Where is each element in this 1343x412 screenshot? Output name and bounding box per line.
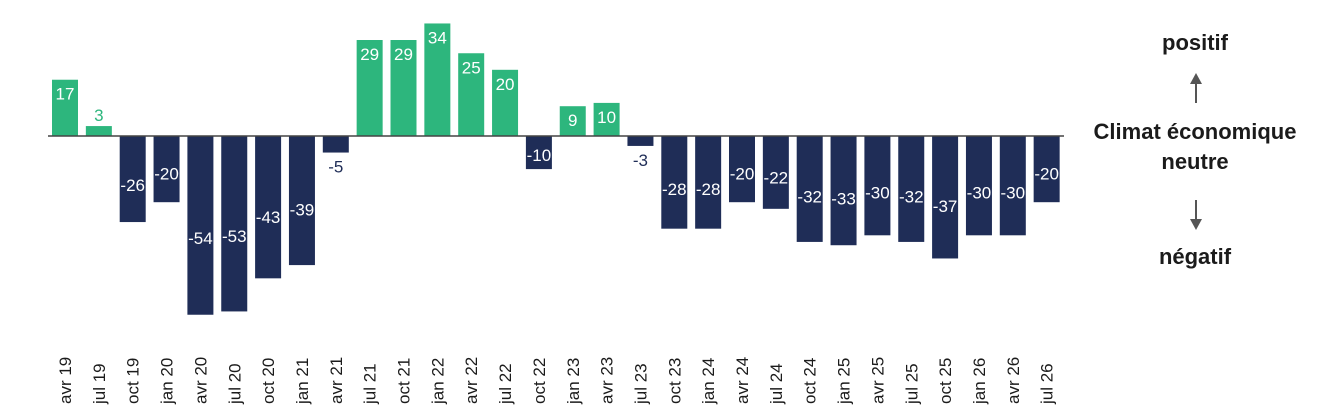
tick-label-oct-19: oct 19 bbox=[124, 358, 143, 404]
bar-jul-25 bbox=[898, 136, 925, 242]
data-label-avr-24: -20 bbox=[730, 165, 755, 184]
bar-oct-23 bbox=[661, 136, 688, 229]
tick-label-avr-22: avr 22 bbox=[462, 357, 481, 404]
tick-label-jan-25: jan 25 bbox=[835, 358, 854, 405]
bar-jan-26 bbox=[965, 136, 992, 236]
legend-neutral-line1: Climat économique bbox=[1093, 119, 1297, 144]
bar-jan-24 bbox=[695, 136, 722, 229]
bar-avr-20 bbox=[187, 136, 214, 315]
data-label-avr-19: 17 bbox=[56, 85, 75, 104]
tick-label-avr-21: avr 21 bbox=[327, 357, 346, 404]
data-label-jul-19: 3 bbox=[94, 106, 103, 125]
data-label-jan-25: -33 bbox=[831, 189, 856, 208]
data-label-jan-23: 9 bbox=[568, 111, 577, 130]
bar-avr-23 bbox=[593, 102, 620, 136]
tick-label-jul-19: jul 19 bbox=[90, 363, 109, 405]
bar-jul-21 bbox=[356, 40, 383, 137]
data-label-oct-23: -28 bbox=[662, 180, 687, 199]
bar-avr-19 bbox=[52, 79, 78, 136]
tick-label-avr-24: avr 24 bbox=[733, 357, 752, 404]
tick-label-avr-20: avr 20 bbox=[191, 357, 210, 404]
data-label-oct-22: -10 bbox=[527, 146, 552, 165]
tick-label-oct-24: oct 24 bbox=[801, 358, 820, 404]
tick-label-avr-26: avr 26 bbox=[1004, 357, 1023, 404]
bar-jan-20 bbox=[153, 136, 180, 203]
arrow-up-icon bbox=[1190, 73, 1202, 103]
bar-oct-20 bbox=[255, 136, 282, 279]
data-label-avr-25: -30 bbox=[865, 184, 890, 203]
tick-label-oct-20: oct 20 bbox=[259, 358, 278, 404]
legend-positive-label: positif bbox=[1162, 30, 1228, 55]
bar-jan-21 bbox=[288, 136, 315, 266]
tick-label-jul-24: jul 24 bbox=[767, 363, 786, 405]
tick-label-avr-25: avr 25 bbox=[868, 357, 887, 404]
legend-neutral-line2: neutre bbox=[1161, 149, 1229, 174]
data-label-oct-21: 29 bbox=[394, 45, 413, 64]
data-label-oct-20: -43 bbox=[256, 208, 281, 227]
tick-label-jul-25: jul 25 bbox=[902, 363, 921, 405]
data-label-jul-21: 29 bbox=[360, 45, 379, 64]
tick-label-jan-20: jan 20 bbox=[158, 358, 177, 405]
bar-oct-21 bbox=[390, 40, 417, 137]
tick-label-jan-21: jan 21 bbox=[293, 358, 312, 405]
legend-negative-label: négatif bbox=[1158, 244, 1232, 269]
data-label-jan-20: -20 bbox=[154, 165, 179, 184]
bar-oct-19 bbox=[119, 136, 146, 223]
tick-label-jan-23: jan 23 bbox=[564, 358, 583, 405]
data-label-jan-22: 34 bbox=[428, 28, 447, 47]
data-label-jul-26: -20 bbox=[1034, 165, 1059, 184]
bar-oct-25 bbox=[932, 136, 959, 259]
tick-label-jul-23: jul 23 bbox=[631, 363, 650, 405]
tick-label-jul-21: jul 21 bbox=[361, 363, 380, 405]
tick-label-oct-25: oct 25 bbox=[936, 358, 955, 404]
data-label-jan-26: -30 bbox=[967, 184, 992, 203]
bar-oct-24 bbox=[796, 136, 823, 242]
data-label-jul-20: -53 bbox=[222, 227, 247, 246]
bar-jul-26 bbox=[1033, 136, 1060, 203]
tick-label-oct-23: oct 23 bbox=[665, 358, 684, 404]
data-label-jul-25: -32 bbox=[899, 187, 924, 206]
data-label-oct-19: -26 bbox=[120, 176, 145, 195]
tick-label-jan-26: jan 26 bbox=[970, 358, 989, 405]
data-label-jul-24: -22 bbox=[764, 169, 789, 188]
tick-label-jul-26: jul 26 bbox=[1038, 363, 1057, 405]
tick-label-jan-24: jan 24 bbox=[699, 358, 718, 405]
bar-jan-23 bbox=[559, 106, 586, 136]
tick-label-jul-20: jul 20 bbox=[225, 363, 244, 405]
data-label-jul-23: -3 bbox=[633, 151, 648, 170]
data-label-jan-24: -28 bbox=[696, 180, 721, 199]
tick-label-jan-22: jan 22 bbox=[428, 358, 447, 405]
tick-label-oct-21: oct 21 bbox=[395, 358, 414, 404]
data-label-jul-22: 20 bbox=[496, 75, 515, 94]
data-label-avr-21: -5 bbox=[328, 158, 343, 177]
bar-jul-24 bbox=[762, 136, 789, 209]
bar-oct-22 bbox=[525, 136, 552, 170]
bar-avr-21 bbox=[322, 136, 349, 153]
legend-neutral-label: Climat économique neutre bbox=[1070, 117, 1320, 177]
bar-avr-22 bbox=[458, 53, 485, 136]
tick-label-jul-22: jul 22 bbox=[496, 363, 515, 405]
tick-label-avr-19: avr 19 bbox=[56, 357, 75, 404]
bar-avr-25 bbox=[864, 136, 891, 236]
tick-label-avr-23: avr 23 bbox=[598, 357, 617, 404]
bar-jan-22 bbox=[424, 23, 451, 136]
arrow-down-icon bbox=[1190, 200, 1202, 230]
bar-avr-24 bbox=[729, 136, 755, 203]
data-label-avr-26: -30 bbox=[1001, 184, 1026, 203]
bar-jul-19 bbox=[85, 126, 112, 136]
bar-jan-25 bbox=[830, 136, 857, 246]
bar-avr-26 bbox=[999, 136, 1026, 236]
data-label-jan-21: -39 bbox=[290, 201, 315, 220]
bar-jul-20 bbox=[221, 136, 248, 312]
bar-jul-23 bbox=[627, 136, 654, 146]
data-label-avr-20: -54 bbox=[188, 229, 213, 248]
tick-label-oct-22: oct 22 bbox=[530, 358, 549, 404]
data-label-avr-23: 10 bbox=[597, 108, 616, 127]
data-label-oct-25: -37 bbox=[933, 197, 958, 216]
data-label-oct-24: -32 bbox=[797, 187, 822, 206]
data-label-avr-22: 25 bbox=[462, 58, 481, 77]
bar-jul-22 bbox=[492, 69, 519, 136]
